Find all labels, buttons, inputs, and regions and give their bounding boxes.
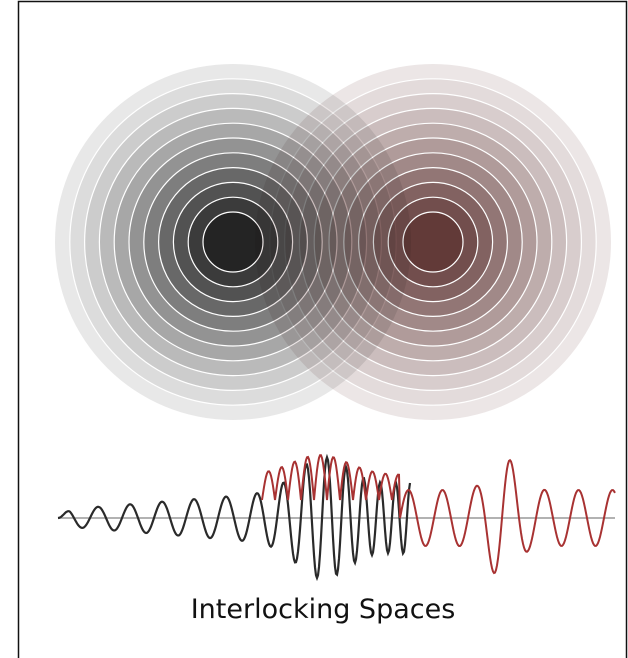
title: Interlocking Spaces bbox=[191, 594, 456, 625]
right-rings bbox=[255, 64, 611, 420]
ring bbox=[403, 212, 463, 272]
poster: Interlocking Spaces bbox=[0, 0, 628, 658]
ring bbox=[203, 212, 263, 272]
page: Interlocking Spaces (() => { const data … bbox=[0, 0, 628, 658]
